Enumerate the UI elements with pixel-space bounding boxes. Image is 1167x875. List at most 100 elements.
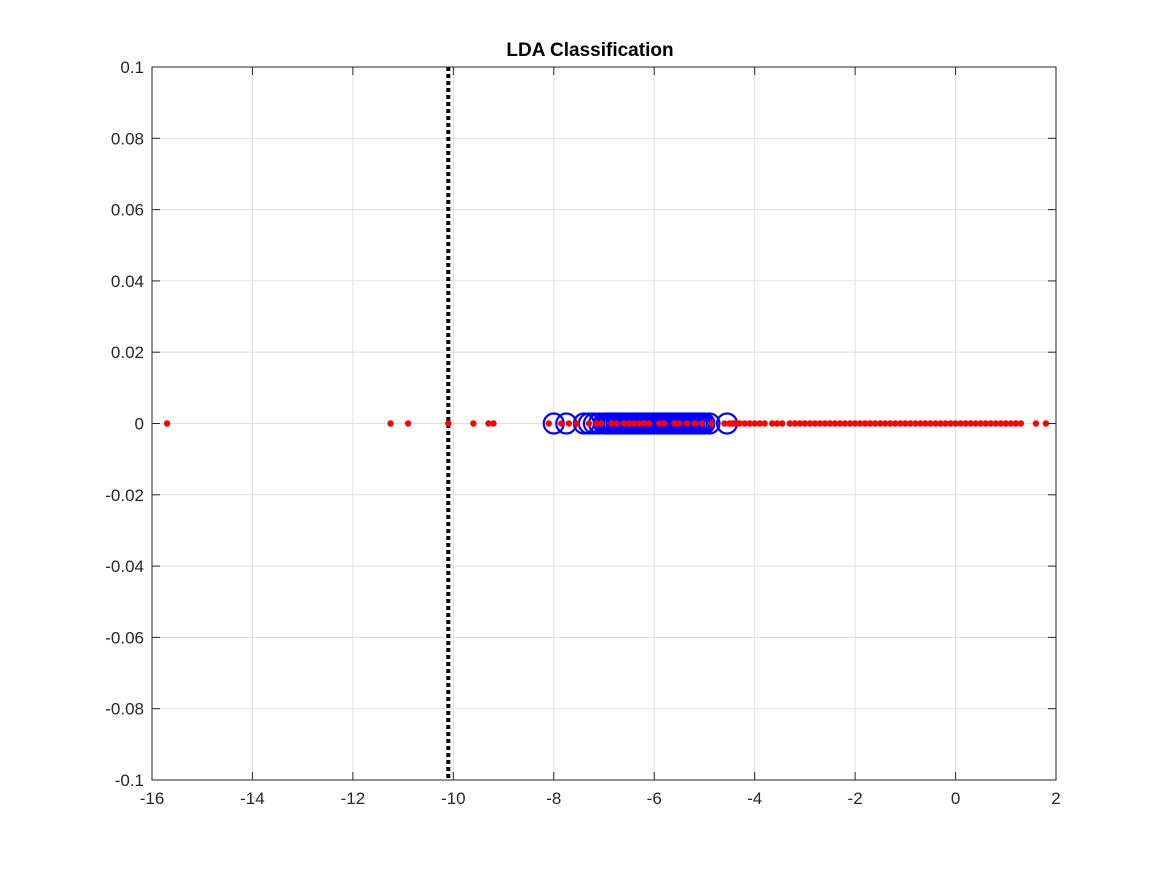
red-dot-point [630, 420, 638, 427]
x-tick-label: 0 [951, 789, 960, 808]
y-tick-label: -0.06 [105, 628, 144, 647]
red-dot-point [573, 420, 580, 427]
red-dot-point [821, 420, 829, 427]
red-dot-point [625, 420, 633, 427]
red-dot-point [977, 420, 984, 427]
y-tick-label: -0.04 [105, 557, 144, 576]
red-dot-point [831, 420, 839, 427]
red-dot-point [826, 420, 834, 427]
red-dot-point [897, 420, 904, 427]
red-dot-point [912, 420, 919, 427]
y-tick-label: 0.04 [111, 272, 144, 291]
red-dot-point [1017, 420, 1025, 427]
y-tick-label: 0.06 [111, 201, 144, 220]
red-dot-point [887, 420, 894, 427]
y-tick-label: 0 [135, 415, 144, 434]
red-dot-point [671, 420, 678, 427]
red-dot-point [992, 420, 999, 427]
red-dot-point [640, 420, 648, 427]
red-dot-point [846, 420, 854, 427]
red-dot-point [485, 420, 492, 427]
red-dot-point [997, 420, 1004, 427]
red-dot-point [736, 420, 743, 427]
red-dot-point [635, 420, 643, 427]
y-tick-label: 0.1 [120, 58, 144, 77]
y-tick-label: -0.02 [105, 486, 144, 505]
red-dot-point [922, 420, 929, 427]
red-dot-point [661, 420, 668, 427]
red-dot-point [1042, 420, 1050, 427]
red-dot-point [907, 420, 914, 427]
red-dot-point [691, 420, 698, 427]
red-dot-point [598, 420, 605, 427]
series-2 [163, 420, 1050, 427]
chart-title: LDA Classification [506, 40, 673, 61]
y-tick-label: -0.08 [105, 700, 144, 719]
red-dot-point [751, 420, 758, 427]
red-dot-point [952, 420, 959, 427]
red-dot-point [779, 420, 786, 427]
red-dot-point [856, 420, 864, 427]
red-dot-point [769, 420, 776, 427]
red-dot-point [741, 420, 748, 427]
red-dot-point [565, 420, 573, 427]
red-dot-point [866, 420, 874, 427]
red-dot-point [490, 420, 497, 427]
red-dot-point [987, 420, 994, 427]
y-tick-label: 0.08 [111, 129, 144, 148]
red-dot-point [1032, 420, 1040, 427]
x-tick-label: -16 [140, 789, 165, 808]
x-tick-label: -6 [647, 789, 662, 808]
x-tick-label: -14 [240, 789, 265, 808]
red-dot-point [593, 420, 600, 427]
red-dot-point [613, 420, 620, 427]
red-dot-point [774, 420, 781, 427]
red-dot-point [746, 420, 753, 427]
red-dot-point [917, 420, 924, 427]
red-dot-point [756, 420, 763, 427]
red-dot-point [972, 420, 979, 427]
x-tick-label: 2 [1051, 789, 1060, 808]
red-dot-point [892, 420, 899, 427]
y-tick-label: -0.1 [115, 771, 144, 790]
red-dot-point [646, 420, 653, 427]
red-dot-point [937, 420, 944, 427]
x-tick-label: -10 [441, 789, 466, 808]
red-dot-point [404, 420, 412, 427]
red-dot-point [545, 420, 552, 427]
red-dot-point [387, 420, 394, 427]
red-dot-point [801, 420, 809, 427]
red-dot-point [721, 420, 728, 427]
red-dot-point [796, 420, 804, 427]
x-tick-label: -12 [341, 789, 366, 808]
red-dot-point [761, 420, 768, 427]
red-dot-point [816, 420, 824, 427]
red-dot-point [877, 420, 884, 427]
red-dot-point [683, 420, 691, 427]
red-dot-point [1002, 420, 1009, 427]
red-dot-point [942, 420, 949, 427]
red-dot-point [656, 420, 663, 427]
red-dot-point [811, 420, 819, 427]
x-tick-label: -8 [546, 789, 561, 808]
red-dot-point [861, 420, 869, 427]
red-dot-point [585, 420, 593, 427]
red-dot-point [786, 420, 794, 427]
red-dot-point [841, 420, 849, 427]
data-series [163, 412, 1050, 435]
red-dot-point [1012, 420, 1020, 427]
red-dot-point [445, 420, 452, 427]
red-dot-point [608, 420, 615, 427]
red-dot-point [791, 420, 799, 427]
x-tick-label: -2 [848, 789, 863, 808]
red-dot-point [558, 420, 565, 427]
red-dot-point [957, 420, 964, 427]
red-dot-point [947, 420, 954, 427]
y-tick-label: 0.02 [111, 343, 144, 362]
red-dot-point [676, 420, 683, 427]
red-dot-point [620, 420, 628, 427]
red-dot-point [1007, 420, 1014, 427]
red-dot-point [967, 420, 974, 427]
red-dot-point [932, 420, 939, 427]
